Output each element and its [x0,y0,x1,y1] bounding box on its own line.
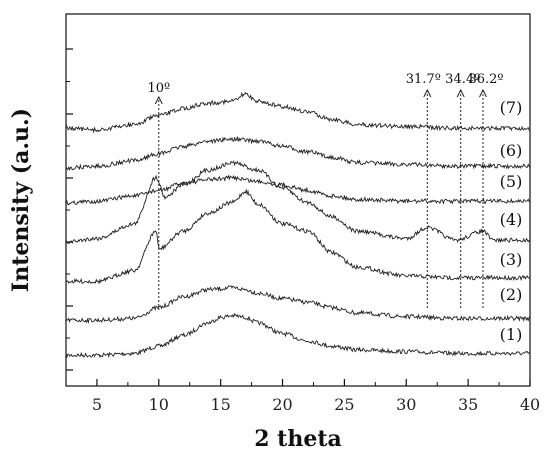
peak-annotation-label: 34.4º [445,72,480,87]
series-line [65,174,531,206]
series-label: (7) [500,98,523,117]
x-tick-label: 15 [210,395,230,414]
peak-marker-arrow [154,95,163,105]
x-tick-label: 25 [334,395,354,414]
x-tick-label: 20 [272,395,292,414]
y-axis-ticks [66,48,73,371]
curves-group [65,91,531,359]
series-line [65,285,531,325]
x-axis-ticks: 5 10 15 20 25 30 35 40 [65,379,540,414]
series-line [65,188,531,285]
series-label: (6) [500,141,523,160]
series-label: (4) [500,210,523,229]
x-tick-label: 5 [92,395,102,414]
x-tick-label: 10 [149,395,169,414]
series-line [65,160,531,245]
series-line [65,312,531,359]
series-label: (2) [500,285,523,304]
y-axis-title: Intensity (a.u.) [8,108,34,292]
series-line [65,135,531,172]
series-label: (5) [500,172,523,191]
x-tick-label: 35 [458,395,478,414]
curve-labels-group: (1) (2) (3) (4) (5) (6) (7) [500,98,523,344]
peak-marker-arrow [423,88,432,98]
peak-annotation-label: 36.2º [468,72,503,87]
plot-frame [65,13,531,387]
series-line [65,91,531,134]
series-label: (1) [500,325,523,344]
peak-annotation-label: 10º [147,81,170,96]
series-label: (3) [500,250,523,269]
x-tick-label: 30 [396,395,416,414]
peak-annotation-label: 31.7º [406,72,441,87]
peak-marker-arrow [479,88,487,98]
x-tick-label: 40 [520,395,540,414]
peak-marker-arrow [456,88,465,98]
x-axis-title: 2 theta [254,426,342,452]
